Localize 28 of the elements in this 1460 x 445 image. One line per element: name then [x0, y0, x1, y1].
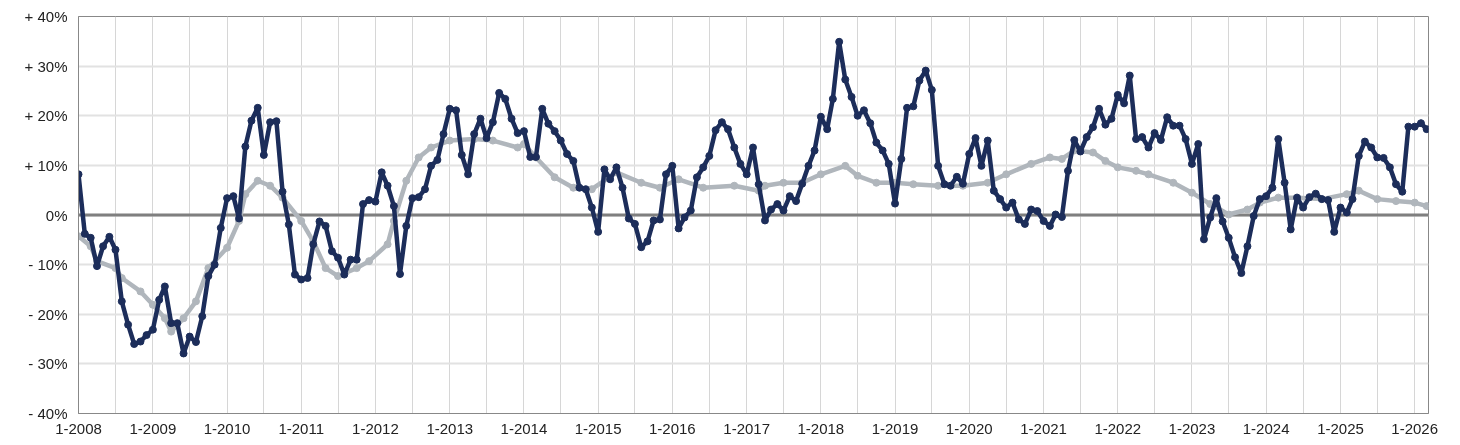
y-tick-label: - 20% — [28, 305, 68, 323]
x-tick-label: 1-2014 — [500, 419, 548, 437]
x-tick-label: 1-2021 — [1020, 419, 1067, 437]
y-tick-label: - 30% — [28, 355, 68, 373]
y-tick-label: 0% — [45, 206, 68, 224]
x-tick-label: 1-2017 — [723, 419, 771, 437]
x-tick-label: 1-2012 — [352, 419, 399, 437]
y-tick-label: - 40% — [28, 405, 68, 422]
x-tick-label: 1-2020 — [945, 419, 993, 437]
x-tick-label: 1-2016 — [648, 419, 696, 437]
x-tick-label: 1-2013 — [426, 419, 474, 437]
x-tick-label: 1-2015 — [574, 419, 622, 437]
x-tick-label: 1-2010 — [203, 419, 251, 437]
y-tick-label: + 10% — [24, 156, 68, 174]
y-tick-label: + 40% — [24, 8, 68, 25]
y-tick-label: + 30% — [24, 57, 68, 75]
x-tick-label: 1-2026 — [1391, 419, 1439, 437]
x-tick-label: 1-2008 — [55, 419, 102, 437]
x-tick-label: 1-2024 — [1242, 419, 1290, 437]
x-tick-label: 1-2025 — [1317, 419, 1364, 437]
y-tick-label: + 20% — [24, 107, 68, 125]
x-tick-label: 1-2022 — [1094, 419, 1142, 437]
x-tick-label: 1-2018 — [797, 419, 845, 437]
x-tick-label: 1-2011 — [278, 419, 325, 437]
y-tick-label: - 10% — [28, 256, 68, 274]
x-tick-label: 1-2023 — [1168, 419, 1216, 437]
x-tick-label: 1-2009 — [129, 419, 177, 437]
x-tick-label: 1-2019 — [871, 419, 919, 437]
